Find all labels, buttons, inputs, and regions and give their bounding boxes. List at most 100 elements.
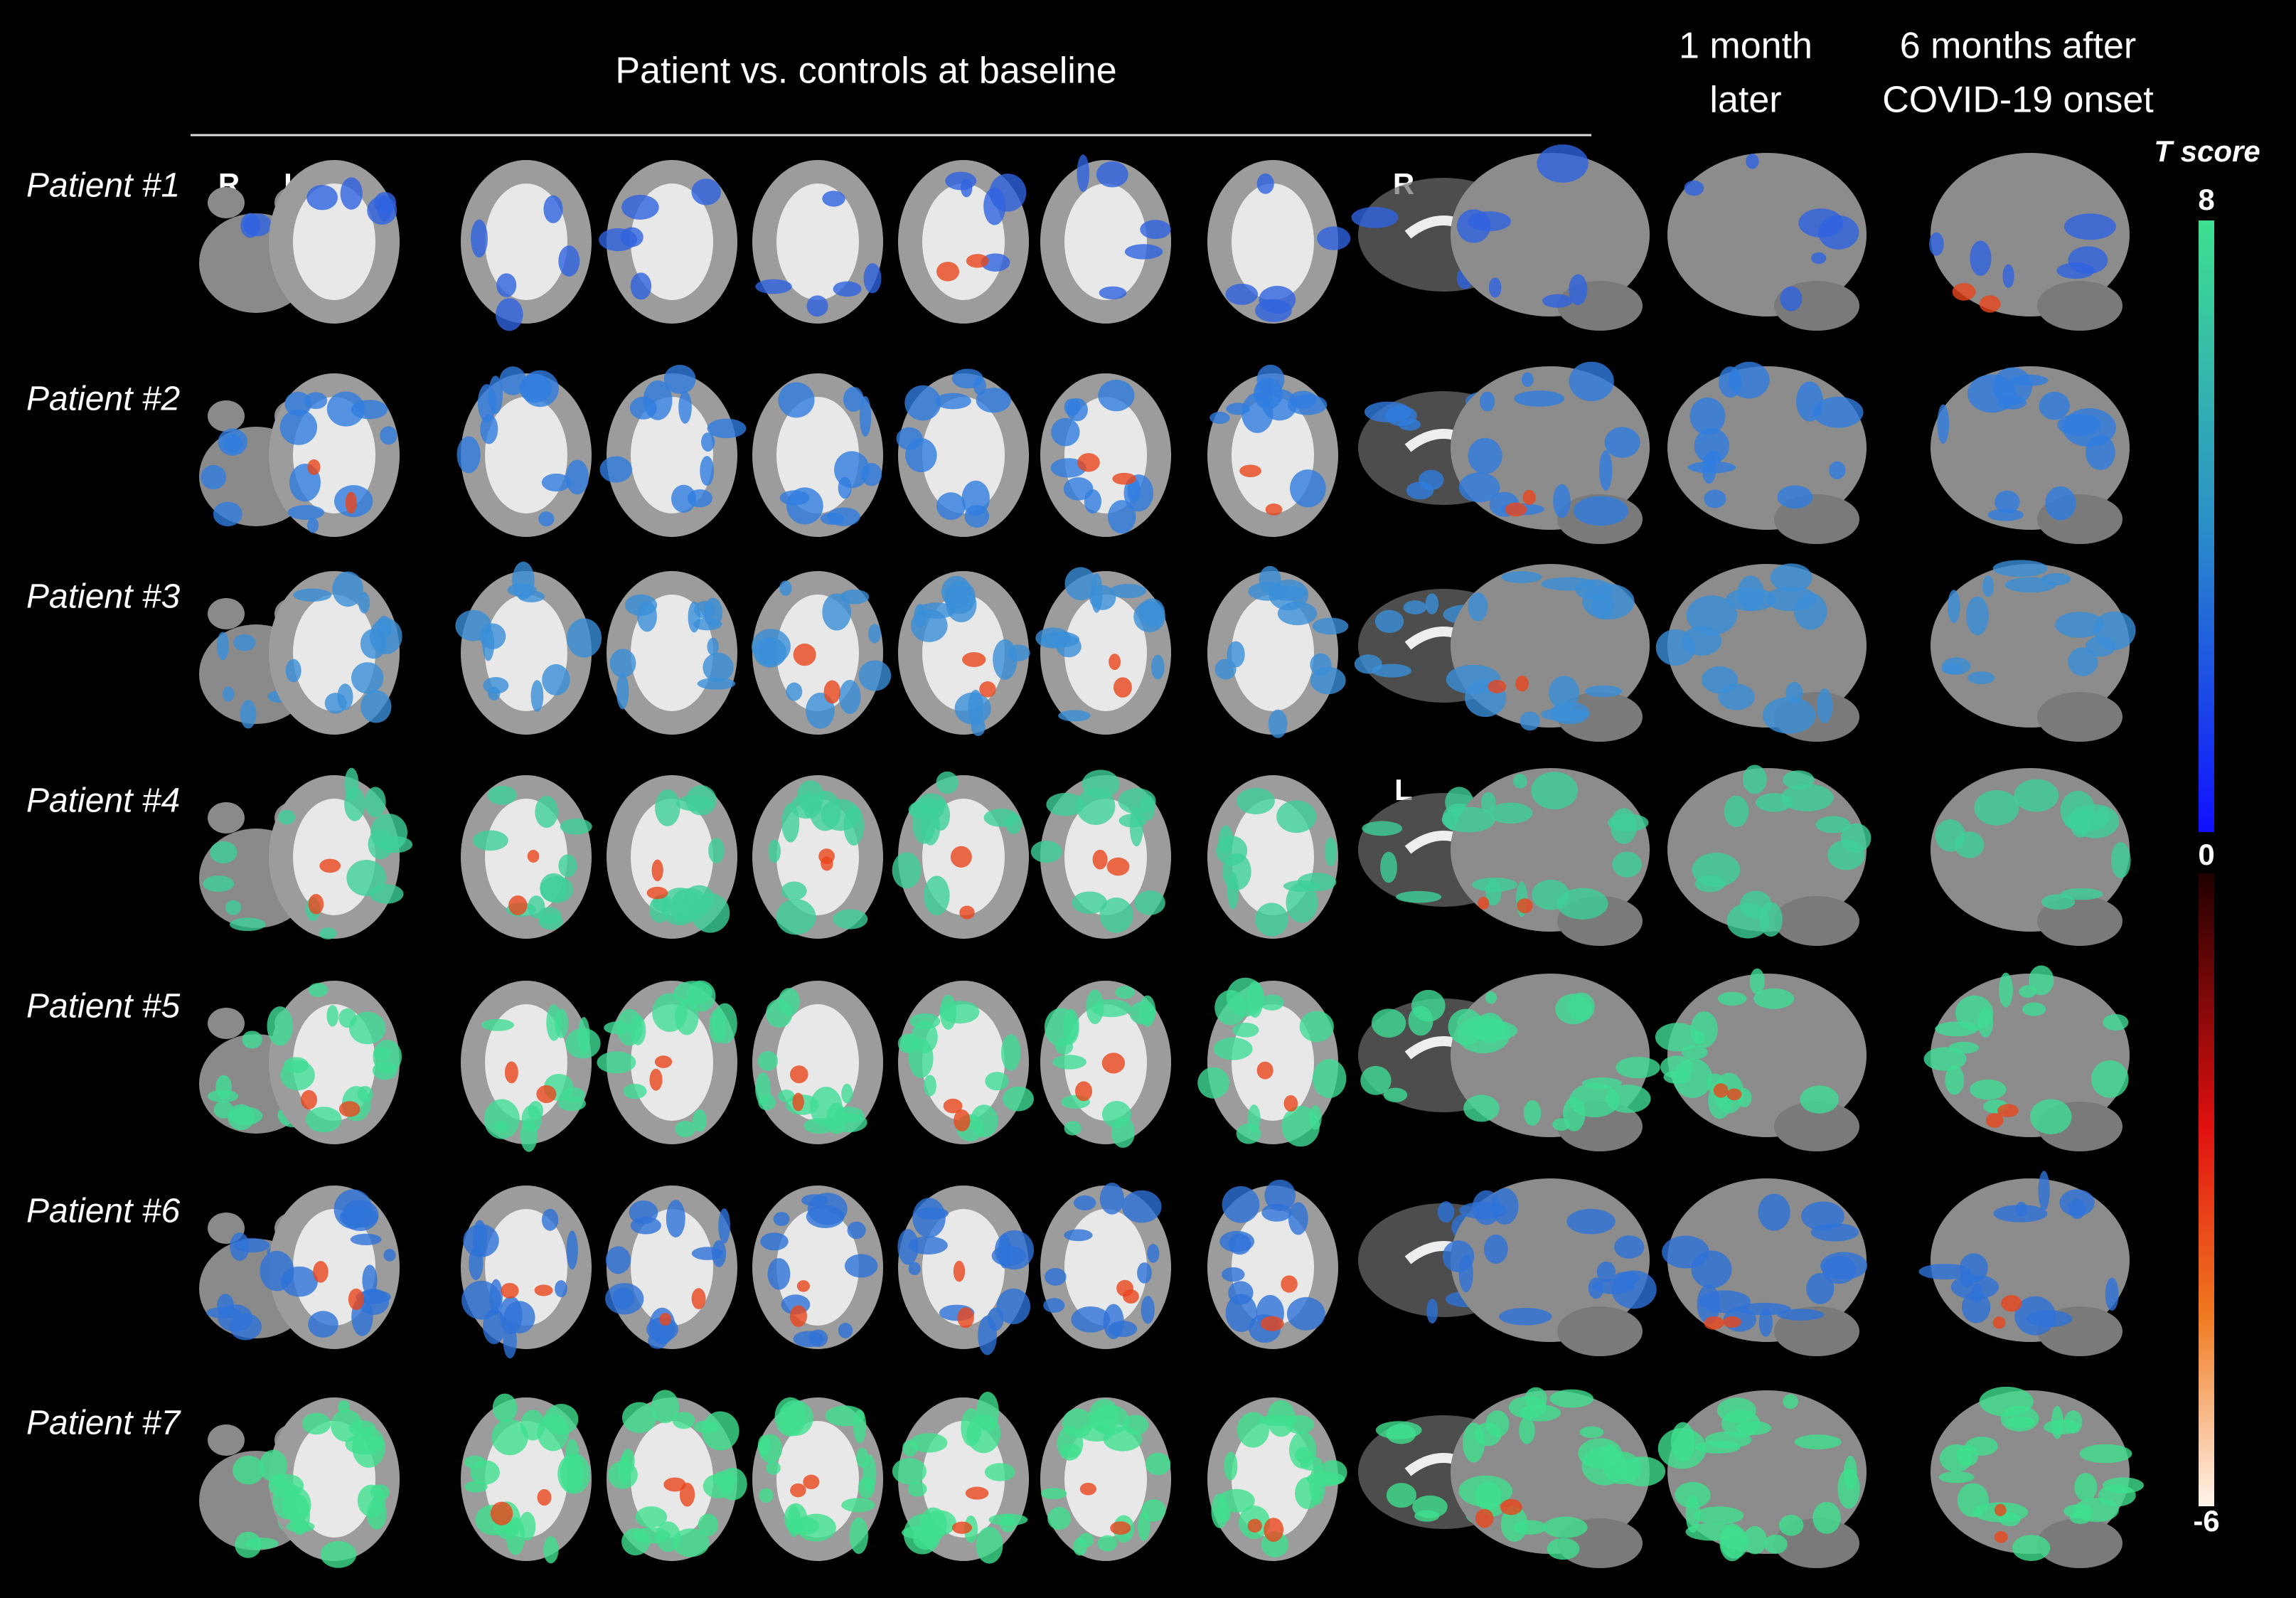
activation-blob [892,1458,927,1485]
activation-blob [1058,710,1091,722]
activation-blob [651,859,663,882]
activation-blob [1239,464,1261,477]
activation-blob [1607,814,1649,832]
activation-blob [1372,664,1411,678]
activation-blob [268,1474,304,1498]
activation-blob [1970,240,1992,276]
white-matter [1064,183,1147,300]
activation-blob [1596,1261,1616,1282]
activation-blob [766,1461,781,1475]
activation-blob [1815,816,1851,833]
activation-blob [1726,902,1770,939]
activation-blob [663,1477,686,1492]
activation-blob [693,1420,719,1434]
activation-blob [278,809,296,825]
activation-blob [954,1109,971,1131]
activation-blob [1519,1417,1535,1444]
cerebellum [1557,1306,1643,1356]
cerebellum [1774,896,1859,946]
activation-blob [1794,593,1827,630]
activation-blob [834,1107,865,1123]
activation-blob [1612,851,1642,878]
activation-blob [1569,361,1614,402]
activation-blob [2060,790,2095,830]
activation-blob [1520,711,1540,731]
activation-blob [504,1061,518,1084]
activation-blob [1046,792,1085,816]
activation-blob [1116,1279,1133,1297]
activation-blob [259,1449,288,1482]
patient-label: Patient #1 [26,167,180,205]
activation-blob [605,1246,631,1274]
activation-blob [779,580,792,596]
activation-blob [541,473,571,492]
activation-blob [521,370,559,408]
activation-blob [909,1013,941,1030]
activation-blob [1463,1094,1500,1122]
activation-blob [496,273,517,297]
activation-blob [1816,688,1833,724]
activation-blob [326,1005,339,1027]
activation-blob [1418,469,1444,491]
activation-blob [565,459,589,495]
activation-blob [2051,1405,2063,1439]
activation-blob [484,1099,520,1139]
activation-blob [789,1065,808,1084]
activation-blob [760,1232,789,1251]
activation-blob [672,1528,710,1557]
activation-blob [480,414,498,444]
activation-blob [822,593,852,631]
activation-blob [1687,461,1736,474]
activation-blob [1127,478,1141,504]
activation-blob [666,1200,685,1238]
activation-blob [1694,1506,1744,1525]
activation-blob [1138,598,1165,627]
activation-blob [293,588,332,602]
activation-blob [1077,453,1100,472]
activation-blob [1371,1008,1406,1038]
activation-blob [1579,1426,1604,1439]
activation-blob [1103,1427,1143,1451]
activation-blob [806,692,835,729]
activation-blob [1300,1456,1323,1471]
activation-blob [936,262,960,282]
activation-blob [1269,585,1307,601]
activation-blob [358,1288,390,1316]
white-matter [485,397,567,513]
activation-blob [541,1208,559,1231]
activation-blob [1276,800,1317,833]
activation-blob [1210,411,1230,425]
activation-blob [1704,1316,1724,1330]
activation-blob [905,438,937,473]
activation-blob [621,194,659,220]
activation-blob [1777,1309,1825,1321]
activation-blob [1997,395,2027,410]
activation-blob [1812,396,1864,428]
activation-blob [993,639,1018,680]
activation-blob [759,1488,774,1503]
activation-blob [1247,1518,1262,1533]
activation-blob [488,686,501,701]
activation-blob [487,785,517,805]
activation-blob [1111,1117,1135,1149]
activation-blob [1753,988,1795,1009]
activation-blob [225,900,241,915]
activation-blob [786,487,823,525]
activation-blob [1074,1081,1093,1102]
activation-blob [1780,286,1803,311]
activation-blob [847,1221,866,1240]
cerebellum [2037,281,2123,331]
activation-blob [362,1264,378,1296]
activation-blob [971,718,986,736]
activation-blob [1758,1308,1773,1337]
activation-blob [1286,882,1318,923]
activation-blob [1685,1523,1738,1541]
activation-blob [1246,981,1264,1018]
activation-blob [1066,398,1088,422]
activation-blob [635,1506,668,1528]
brain-surface [1667,153,1867,316]
activation-blob [934,393,971,410]
activation-blob [1800,1085,1839,1114]
activation-blob [1386,1424,1416,1444]
activation-blob [1961,1291,1991,1323]
